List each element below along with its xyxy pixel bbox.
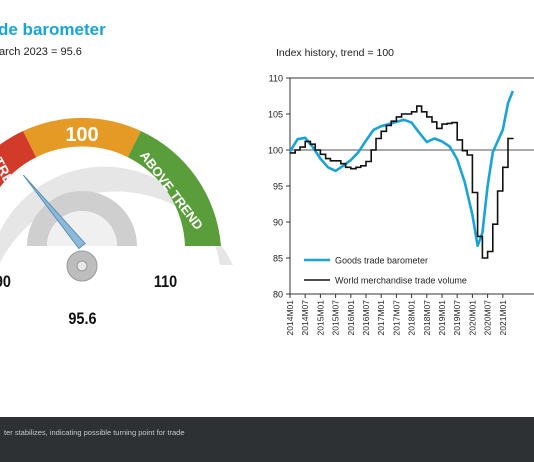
x-axis: 2014M01 2014M07 2015M01 2015M07 2016M01 2016M… <box>285 294 508 335</box>
gauge-segment-below-trend <box>0 131 37 188</box>
legend: Goods trade barometer World merchandise t… <box>304 256 467 286</box>
legend-label-goods: Goods trade barometer <box>335 256 428 266</box>
chart-subtitle: arch 2023 = 95.6 <box>0 46 82 58</box>
x-tick-label: 2015M01 <box>315 300 325 336</box>
gauge-hub-center <box>76 260 88 272</box>
line-chart: Index history, trend = 100 80 85 90 95 100 10… <box>268 47 534 335</box>
gauge-min-label: 90 <box>0 273 11 291</box>
line-chart-title: Index history, trend = 100 <box>276 47 394 59</box>
plot-area <box>288 77 534 295</box>
x-tick-label: 2014M01 <box>285 300 295 336</box>
gauge-value-label: 95.6 <box>68 310 96 328</box>
x-tick-label: 2016M01 <box>346 300 356 336</box>
y-tick-label: 80 <box>273 290 283 300</box>
x-tick-label: 2019M07 <box>452 300 462 336</box>
series-goods-trade-barometer <box>288 90 515 248</box>
y-tick-label: 90 <box>273 218 283 228</box>
chart-title: de barometer <box>0 20 106 39</box>
x-tick-label: 2017M07 <box>391 300 401 336</box>
series-world-merchandise-trade-volume <box>290 105 514 259</box>
x-tick-label: 2017M01 <box>376 300 386 336</box>
y-tick-label: 100 <box>268 146 283 156</box>
x-tick-label: 2021M01 <box>498 300 508 336</box>
gauge-inner-arc <box>27 191 137 246</box>
gauge-segment-trend <box>23 117 141 158</box>
gauge-segment-above-trend <box>127 131 221 246</box>
plot-frame <box>289 77 534 295</box>
x-tick-label: 2020M07 <box>483 300 493 336</box>
y-tick-label: 105 <box>268 110 283 120</box>
x-tick-label: 2018M01 <box>407 300 417 336</box>
gauge-max-label: 110 <box>154 273 178 291</box>
x-tick-label: 2020M01 <box>467 300 477 336</box>
legend-label-volume: World merchandise trade volume <box>335 276 467 286</box>
gauge: 100 TREND ABOVE TREND 90 110 95.6 <box>0 117 233 328</box>
x-tick-label: 2016M07 <box>361 300 371 336</box>
x-tick-label: 2018M07 <box>422 300 432 336</box>
gauge-needle <box>22 174 86 250</box>
y-tick-label: 110 <box>269 74 283 84</box>
y-tick-label: 85 <box>273 254 283 264</box>
y-tick-label: 95 <box>273 182 283 192</box>
x-tick-label: 2015M07 <box>331 300 341 336</box>
x-tick-label: 2019M01 <box>437 300 447 336</box>
y-axis: 80 85 90 95 100 105 110 <box>268 74 290 300</box>
gauge-inner-dial <box>47 211 117 246</box>
x-tick-label: 2014M07 <box>300 300 310 336</box>
caption-bar: ter stabilizes, indicating possible turn… <box>0 417 534 462</box>
gauge-center-label: 100 <box>65 124 98 146</box>
caption-text: ter stabilizes, indicating possible turn… <box>4 428 185 437</box>
